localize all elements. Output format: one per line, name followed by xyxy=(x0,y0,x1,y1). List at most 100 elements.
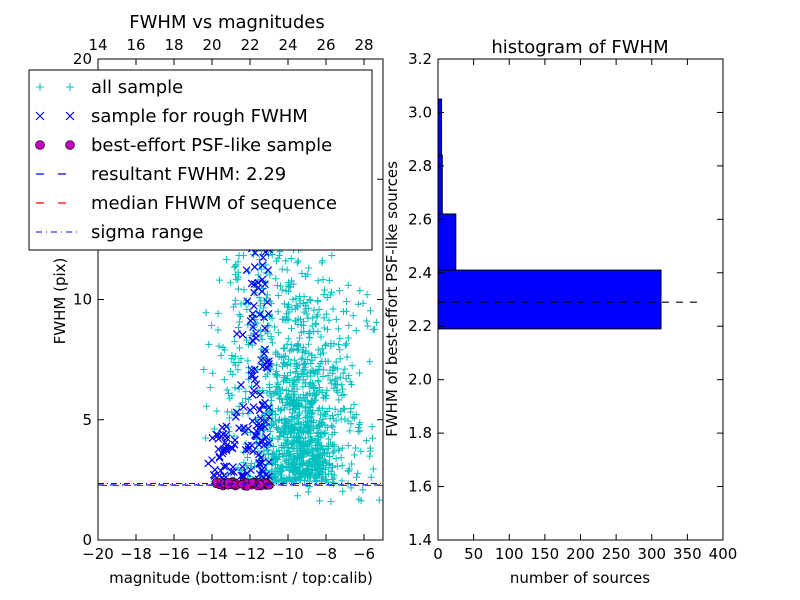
all-sample-point xyxy=(254,271,262,279)
all-sample-point xyxy=(308,322,316,330)
all-sample-point xyxy=(302,467,310,475)
all-sample-point xyxy=(215,342,223,350)
all-sample-point xyxy=(280,422,288,430)
all-sample-point xyxy=(292,369,300,377)
all-sample-point xyxy=(274,424,282,432)
all-sample-point xyxy=(305,382,313,390)
all-sample-point xyxy=(226,279,234,287)
all-sample-point xyxy=(354,300,362,308)
all-sample-point xyxy=(274,379,282,387)
all-sample-point xyxy=(336,373,344,381)
all-sample-point xyxy=(347,484,355,492)
all-sample-point xyxy=(346,427,354,435)
all-sample-point xyxy=(312,319,320,327)
all-sample-point xyxy=(352,327,360,335)
all-sample-point xyxy=(310,385,318,393)
all-sample-point xyxy=(298,269,306,277)
x-tick-label: 250 xyxy=(602,545,631,563)
all-sample-point xyxy=(338,462,346,470)
y-tick-label: 0 xyxy=(82,531,92,549)
all-sample-point xyxy=(323,476,331,484)
x-tick-label: −20 xyxy=(82,545,114,563)
all-sample-point xyxy=(256,302,264,310)
all-sample-point xyxy=(278,362,286,370)
all-sample-point xyxy=(339,385,347,393)
all-sample-point xyxy=(313,464,321,472)
all-sample-point xyxy=(337,454,345,462)
top-tick-label: 14 xyxy=(88,36,107,54)
x-tick-label: −6 xyxy=(353,545,375,563)
all-sample-point xyxy=(327,379,335,387)
rough-fwhm-point xyxy=(263,298,272,307)
all-sample-point xyxy=(318,388,326,396)
all-sample-point xyxy=(267,391,275,399)
all-sample-point xyxy=(307,359,315,367)
all-sample-point xyxy=(295,374,303,382)
all-sample-point xyxy=(231,338,239,346)
all-sample-point xyxy=(284,355,292,363)
all-sample-point xyxy=(304,488,312,496)
rough-fwhm-point xyxy=(239,402,248,411)
all-sample-point xyxy=(346,378,354,386)
left-chart: FWHM vs magnitudes −20 −18 −16 −14 −12 −10 −8−… xyxy=(28,12,384,587)
all-sample-point xyxy=(282,287,290,295)
all-sample-point xyxy=(322,310,330,318)
all-sample-point xyxy=(316,359,324,367)
rough-fwhm-point xyxy=(222,446,231,455)
all-sample-point xyxy=(252,415,260,423)
all-sample-point xyxy=(234,268,242,276)
all-sample-point xyxy=(237,355,245,363)
all-sample-point xyxy=(214,326,222,334)
all-sample-point xyxy=(244,357,252,365)
all-sample-point xyxy=(300,318,308,326)
all-sample-point xyxy=(314,298,322,306)
x-tick-label: −18 xyxy=(120,545,152,563)
all-sample-point xyxy=(330,384,338,392)
rough-fwhm-point xyxy=(218,423,227,432)
all-sample-point xyxy=(282,436,290,444)
all-sample-point xyxy=(323,293,331,301)
left-chart-title: FWHM vs magnitudes xyxy=(129,12,324,33)
rough-fwhm-point xyxy=(212,430,221,439)
all-sample-point xyxy=(322,458,330,466)
all-sample-point xyxy=(274,391,282,399)
rough-fwhm-point xyxy=(227,467,236,476)
all-sample-point xyxy=(296,297,304,305)
x-tick-label: 0 xyxy=(433,545,443,563)
all-sample-point xyxy=(318,257,326,265)
all-sample-point xyxy=(315,438,323,446)
all-sample-point xyxy=(244,396,252,404)
all-sample-point xyxy=(328,422,336,430)
all-sample-point xyxy=(315,378,323,386)
all-sample-point xyxy=(273,371,281,379)
all-sample-point xyxy=(304,473,312,481)
all-sample-point xyxy=(315,305,323,313)
all-sample-point xyxy=(324,372,332,380)
rough-fwhm-point xyxy=(230,436,239,445)
all-sample-point xyxy=(292,302,300,310)
all-sample-point xyxy=(320,366,328,374)
all-sample-point xyxy=(232,262,240,270)
all-sample-point xyxy=(297,329,305,337)
all-sample-point xyxy=(243,336,251,344)
all-sample-point xyxy=(278,399,286,407)
all-sample-point xyxy=(277,471,285,479)
all-sample-point xyxy=(336,334,344,342)
all-sample-point xyxy=(261,299,269,307)
rough-fwhm-point xyxy=(238,462,247,471)
rough-fwhm-point xyxy=(227,443,236,452)
rough-fwhm-point xyxy=(250,288,259,297)
all-sample-point xyxy=(334,388,342,396)
all-sample-point xyxy=(259,387,267,395)
rough-fwhm-point xyxy=(247,366,256,374)
all-sample-point xyxy=(354,469,362,477)
all-sample-point xyxy=(262,373,270,381)
rough-fwhm-point xyxy=(209,470,218,479)
all-sample-point xyxy=(309,408,317,416)
all-sample-point xyxy=(244,341,252,349)
all-sample-point xyxy=(335,396,343,404)
all-sample-point xyxy=(313,313,321,321)
all-sample-point xyxy=(331,377,339,385)
rough-fwhm-point xyxy=(251,329,260,338)
all-sample-point xyxy=(326,376,334,384)
